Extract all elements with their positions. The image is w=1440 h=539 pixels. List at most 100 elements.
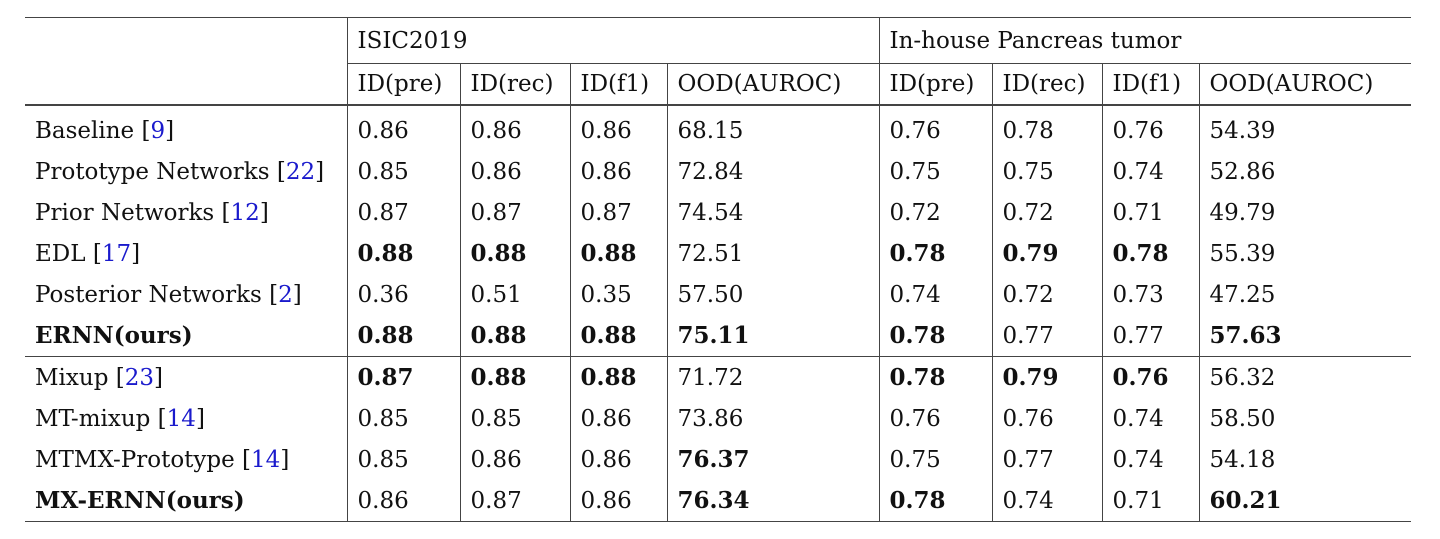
value-cell: 0.88 <box>459 233 570 274</box>
value-cell: 0.72 <box>878 192 992 233</box>
value-cell: 0.87 <box>569 192 667 233</box>
value-cell: 55.39 <box>1198 233 1411 274</box>
value-cell: 0.88 <box>346 233 460 274</box>
value-cell: 0.88 <box>569 356 667 398</box>
citation-link[interactable]: 14 <box>166 405 196 432</box>
value-cell: 76.34 <box>666 480 879 522</box>
value-cell: 54.39 <box>1198 105 1411 151</box>
value-cell: 68.15 <box>666 105 879 151</box>
method-name: Prior Networks <box>35 199 215 226</box>
method-cell: MTMX-Prototype [14] <box>35 446 290 473</box>
value-cell: 0.76 <box>1101 105 1199 151</box>
value-cell: 0.36 <box>346 274 460 315</box>
value-cell: 0.87 <box>459 480 570 522</box>
method-name: MT-mixup <box>35 405 151 432</box>
citation-link[interactable]: 23 <box>124 364 154 391</box>
value-cell: 0.78 <box>1101 233 1199 274</box>
method-name: Mixup <box>35 364 109 391</box>
header-corner <box>25 17 347 64</box>
method-name: ERNN(ours) <box>35 322 193 349</box>
value-cell: 0.86 <box>459 105 570 151</box>
value-cell: 0.78 <box>878 233 992 274</box>
value-cell: 0.78 <box>878 480 992 522</box>
header-metric: ID(pre) <box>878 63 992 106</box>
citation-link[interactable]: 9 <box>150 117 166 144</box>
value-cell: 0.78 <box>878 315 992 357</box>
value-cell: 0.86 <box>459 439 570 480</box>
table-row: EDL [17] 0.88 0.88 0.88 72.51 0.78 0.79 0.78 55.… <box>25 233 1411 274</box>
value-cell: 0.75 <box>878 439 992 480</box>
value-cell: 0.78 <box>991 105 1102 151</box>
citation-link[interactable]: 22 <box>285 158 316 185</box>
table-row: Prototype Networks [22] 0.85 0.86 0.86 72.84… <box>25 151 1411 192</box>
table-row: Baseline [9] 0.86 0.86 0.86 68.15 0.76 0.78 0.7… <box>25 105 1411 151</box>
method-cell: Prior Networks [12] <box>35 199 269 226</box>
header-metric: OOD(AUROC) <box>1198 63 1411 106</box>
method-cell: Prototype Networks [22] <box>35 158 325 185</box>
value-cell: 52.86 <box>1198 151 1411 192</box>
table-row: MT-mixup [14] 0.85 0.85 0.86 73.86 0.76 0.76 0.… <box>25 398 1411 439</box>
value-cell: 0.88 <box>346 315 460 357</box>
method-cell: Mixup [23] <box>25 356 347 398</box>
method-name: Baseline <box>35 117 135 144</box>
value-cell: 0.87 <box>346 356 460 398</box>
value-cell: 0.86 <box>569 398 667 439</box>
value-cell: 0.85 <box>459 398 570 439</box>
value-cell: 75.11 <box>666 315 879 357</box>
value-cell: 0.74 <box>878 274 992 315</box>
value-cell: 57.63 <box>1198 315 1411 357</box>
method-name: Posterior Networks <box>35 281 262 308</box>
value-cell: 0.77 <box>991 315 1102 357</box>
value-cell: 0.85 <box>346 439 460 480</box>
value-cell: 0.88 <box>569 233 667 274</box>
value-cell: 60.21 <box>1198 480 1411 522</box>
value-cell: 0.87 <box>346 192 460 233</box>
value-cell: 0.75 <box>878 151 992 192</box>
value-cell: 47.25 <box>1198 274 1411 315</box>
header-corner-sub <box>25 63 347 106</box>
value-cell: 0.51 <box>459 274 570 315</box>
method-name: MTMX-Prototype <box>35 446 235 473</box>
method-name: Prototype Networks <box>35 158 270 185</box>
value-cell: 76.37 <box>666 439 879 480</box>
value-cell: 0.76 <box>991 398 1102 439</box>
citation-link[interactable]: 17 <box>101 240 132 267</box>
results-table-container: ISIC2019 In-house Pancreas tumor ID(pre)… <box>25 17 1411 522</box>
header-metric: ID(rec) <box>459 63 570 106</box>
value-cell: 0.79 <box>991 356 1102 398</box>
citation-link[interactable]: 12 <box>230 199 260 226</box>
value-cell: 0.86 <box>569 439 667 480</box>
value-cell: 0.86 <box>569 105 667 151</box>
value-cell: 72.84 <box>666 151 879 192</box>
header-metric: OOD(AUROC) <box>666 63 879 106</box>
header-metric: ID(f1) <box>569 63 667 106</box>
value-cell: 0.86 <box>346 480 460 522</box>
value-cell: 0.74 <box>1101 151 1199 192</box>
header-group-pancreas: In-house Pancreas tumor <box>878 17 1411 64</box>
value-cell: 0.73 <box>1101 274 1199 315</box>
value-cell: 0.88 <box>459 315 570 357</box>
value-cell: 56.32 <box>1198 356 1411 398</box>
value-cell: 71.72 <box>666 356 879 398</box>
value-cell: 0.76 <box>1101 356 1199 398</box>
value-cell: 0.72 <box>991 192 1102 233</box>
citation-link[interactable]: 2 <box>278 281 293 308</box>
header-metric: ID(f1) <box>1101 63 1199 106</box>
value-cell: 0.86 <box>569 480 667 522</box>
table-row: ERNN(ours) 0.88 0.88 0.88 75.11 0.78 0.77 0.77 5… <box>25 315 1411 357</box>
value-cell: 0.76 <box>878 105 992 151</box>
value-cell: 58.50 <box>1198 398 1411 439</box>
header-metric: ID(pre) <box>346 63 460 106</box>
method-cell: EDL [17] <box>35 240 141 267</box>
value-cell: 0.77 <box>991 439 1102 480</box>
value-cell: 0.85 <box>346 398 460 439</box>
citation-link[interactable]: 14 <box>251 446 281 473</box>
value-cell: 54.18 <box>1198 439 1411 480</box>
value-cell: 0.71 <box>1101 480 1199 522</box>
value-cell: 0.77 <box>1101 315 1199 357</box>
value-cell: 0.79 <box>991 233 1102 274</box>
table-row: MX-ERNN(ours) 0.86 0.87 0.86 76.34 0.78 0.74 0.… <box>25 480 1411 522</box>
table-row: MTMX-Prototype [14] 0.85 0.86 0.86 76.37 0.75… <box>25 439 1411 480</box>
value-cell: 0.72 <box>991 274 1102 315</box>
method-cell: MX-ERNN(ours) <box>25 480 347 522</box>
